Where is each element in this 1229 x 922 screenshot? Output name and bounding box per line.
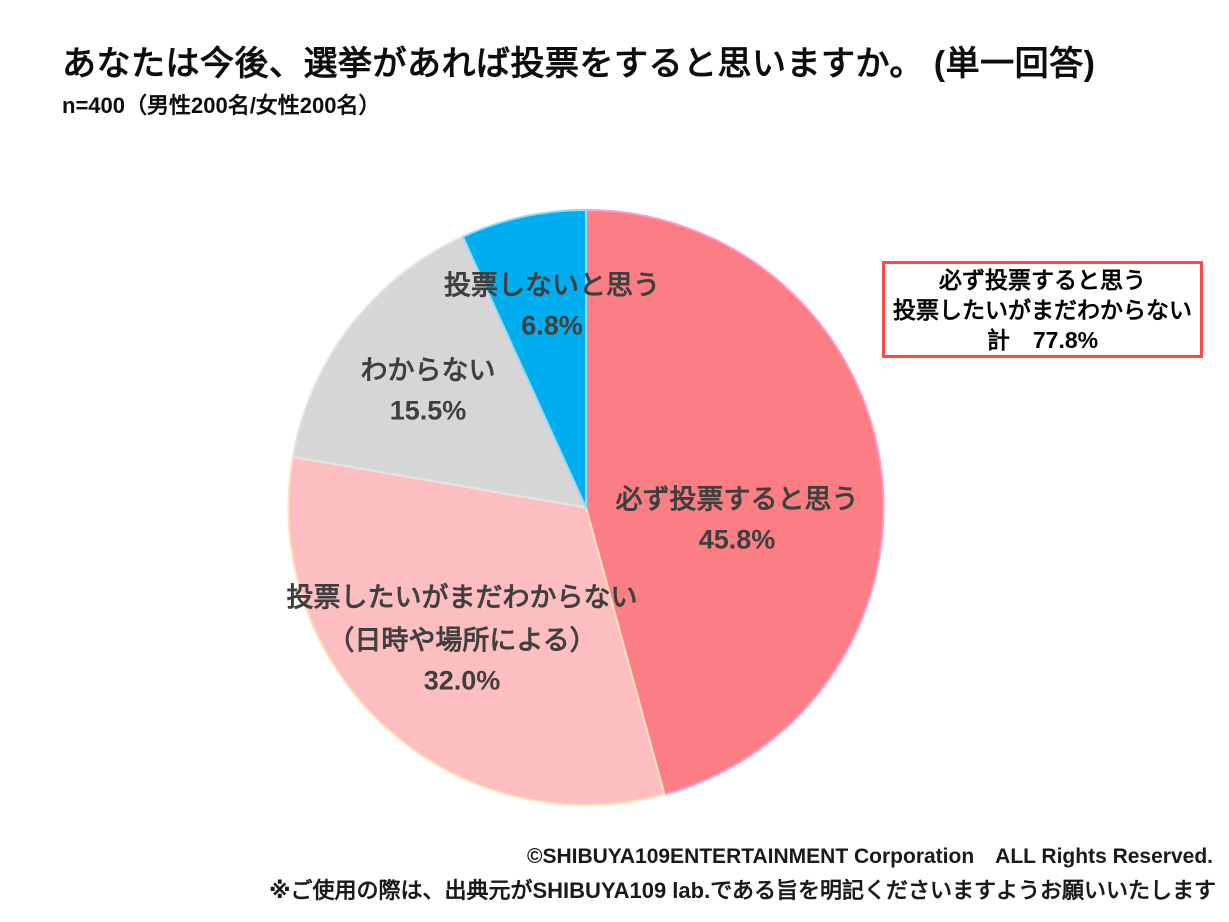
pie-slice-2	[287, 455, 666, 806]
copyright-text: ©SHIBUYA109ENTERTAINMENT Corporation ALL…	[526, 845, 1213, 868]
pie-slice-4	[461, 209, 587, 509]
usage-note-text: ※ご使用の際は、出典元がSHIBUYA109 lab.である旨を明記くださいます…	[269, 878, 1216, 903]
callout-total: 計 77.8%	[986, 326, 1099, 353]
sample-size-note: n=400（男性200名/女性200名）	[62, 93, 381, 118]
callout-line-1: 必ず投票すると思う	[939, 266, 1146, 293]
pie-chart	[287, 209, 885, 806]
pie-slice-1	[585, 209, 885, 796]
callout-line-2: 投票したいがまだわからない	[893, 296, 1192, 323]
pie-slice-3	[291, 235, 587, 509]
summary-callout-box: 必ず投票すると思う 投票したいがまだわからない 計 77.8%	[882, 261, 1203, 358]
page-title: あなたは今後、選挙があれば投票をすると思いますか。 (単一回答)	[62, 45, 1096, 83]
